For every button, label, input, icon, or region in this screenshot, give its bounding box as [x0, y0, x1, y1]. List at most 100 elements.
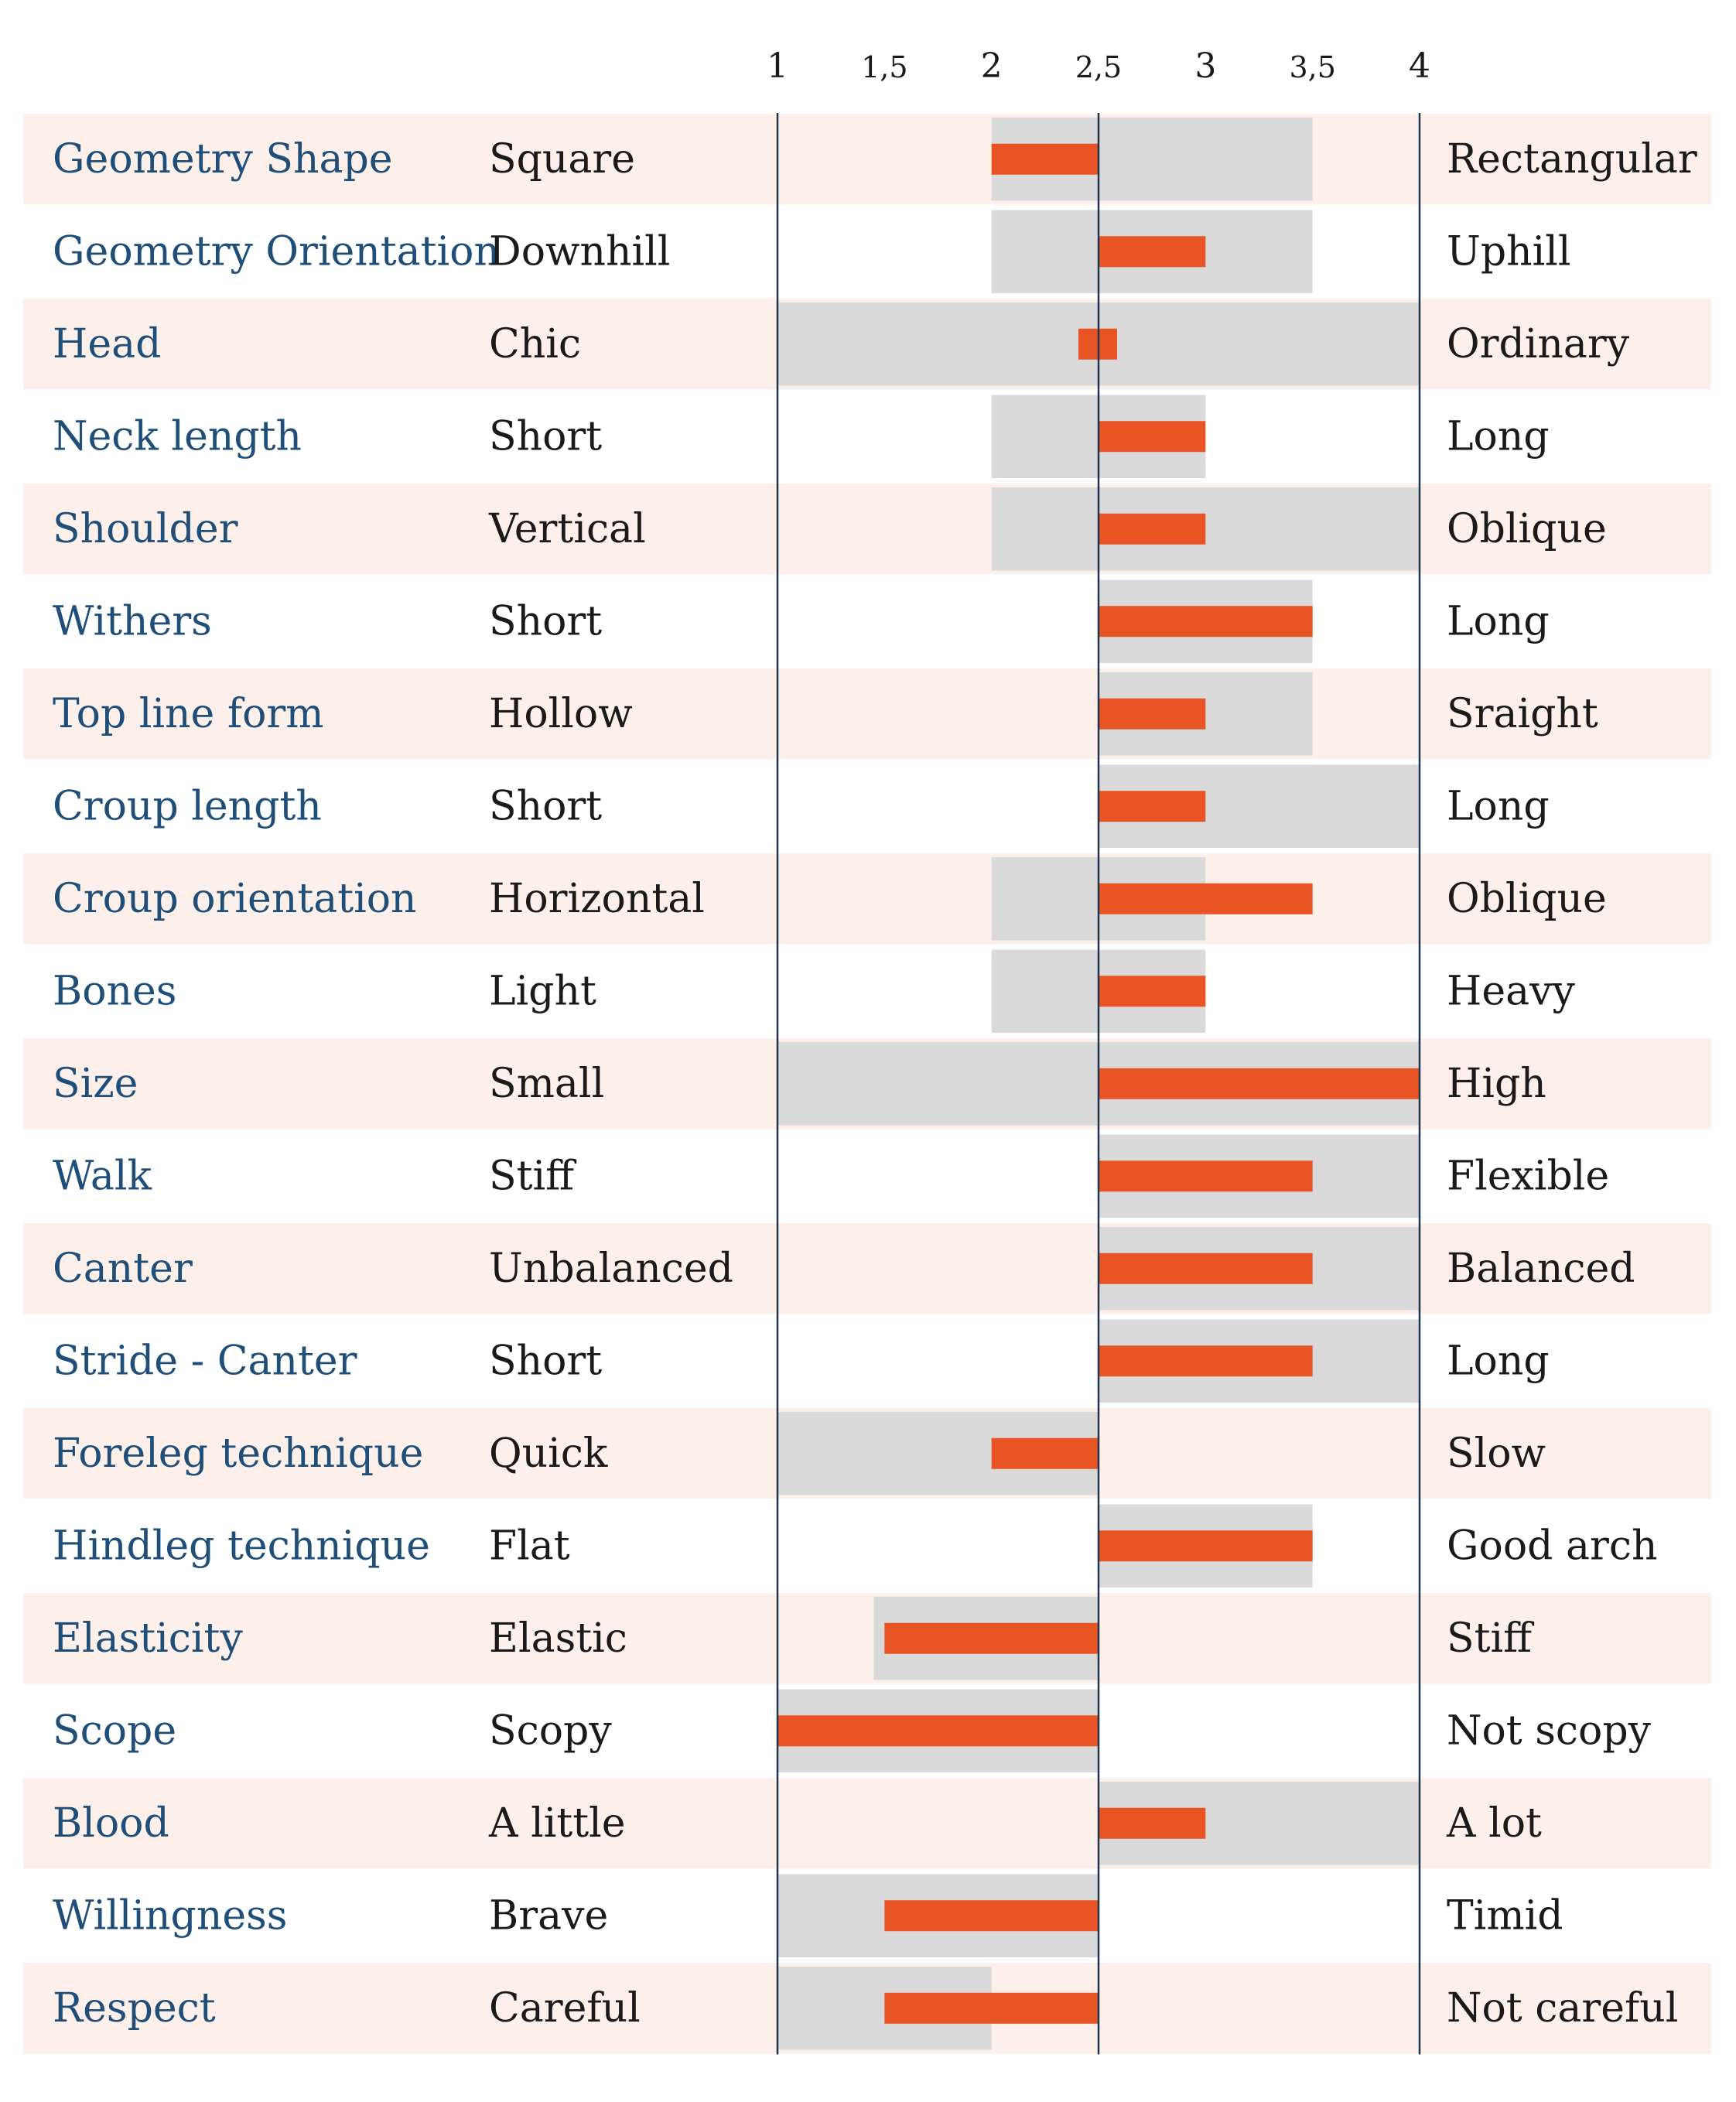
low-pole-label: Horizontal — [489, 876, 705, 922]
value-bar — [1099, 791, 1206, 822]
trait-label: Shoulder — [53, 506, 238, 552]
low-pole-label: Unbalanced — [489, 1246, 733, 1292]
low-pole-label: Vertical — [488, 506, 646, 552]
row-labels: Geometry Shape Square Rectangular Geometry … — [53, 136, 1697, 2032]
tick-label: 1 — [767, 46, 788, 86]
high-pole-label: Long — [1447, 783, 1550, 829]
high-pole-label: Oblique — [1447, 506, 1607, 552]
trait-label: Hindleg technique — [53, 1523, 430, 1569]
low-pole-label: Stiff — [489, 1153, 577, 1199]
trait-label: Withers — [53, 598, 212, 644]
high-pole-label: Oblique — [1447, 876, 1607, 922]
high-pole-label: Long — [1447, 598, 1550, 644]
high-pole-label: Long — [1447, 1338, 1550, 1384]
trait-label: Neck length — [53, 413, 302, 460]
value-bar — [1099, 513, 1206, 545]
row-shade — [23, 1223, 1711, 1314]
low-pole-label: Chic — [489, 321, 581, 367]
low-pole-label: Scopy — [489, 1707, 612, 1754]
high-pole-label: Slow — [1447, 1430, 1546, 1477]
value-bar — [1099, 1807, 1206, 1839]
tick-label: 1,5 — [861, 50, 907, 84]
low-pole-label: Hollow — [489, 691, 633, 737]
trait-label: Stride - Canter — [53, 1338, 357, 1384]
value-bar — [1099, 606, 1313, 637]
value-bar — [884, 1900, 1099, 1932]
trait-label: Bones — [53, 968, 176, 1014]
trait-label: Geometry Shape — [53, 136, 393, 183]
low-pole-label: Light — [489, 968, 596, 1014]
row-shade — [23, 484, 1711, 575]
value-bar — [1099, 1160, 1313, 1192]
value-bar — [884, 1992, 1099, 2024]
low-pole-label: Short — [489, 783, 602, 829]
value-bars — [777, 143, 1420, 2024]
low-pole-label: Brave — [489, 1892, 608, 1939]
value-bar — [991, 1437, 1099, 1469]
high-pole-label: Uphill — [1447, 228, 1571, 275]
high-pole-label: Stiff — [1447, 1615, 1535, 1662]
row-shade — [23, 853, 1711, 945]
high-pole-label: Heavy — [1447, 968, 1576, 1014]
high-pole-label: Flexible — [1447, 1153, 1609, 1199]
trait-label: Top line form — [53, 691, 324, 737]
low-pole-label: Short — [489, 1338, 602, 1384]
high-pole-label: Long — [1447, 413, 1550, 460]
low-pole-label: Flat — [489, 1523, 570, 1569]
high-pole-label: Good arch — [1447, 1523, 1657, 1569]
high-pole-label: High — [1447, 1061, 1546, 1107]
value-bar — [991, 143, 1099, 175]
trait-label: Scope — [53, 1707, 176, 1754]
row-shade — [23, 114, 1711, 205]
low-pole-label: Elastic — [489, 1615, 627, 1662]
low-pole-label: Careful — [489, 1985, 641, 2032]
trait-label: Walk — [53, 1153, 152, 1199]
value-bar — [1099, 1345, 1313, 1377]
tick-label: 4 — [1409, 46, 1430, 86]
value-bar — [1099, 1253, 1313, 1284]
high-pole-label: Rectangular — [1447, 136, 1697, 183]
trait-label: Geometry Orientation — [53, 228, 500, 275]
row-shade — [23, 668, 1711, 760]
value-bar — [1099, 236, 1206, 268]
value-bar — [1099, 883, 1313, 914]
value-bar — [1099, 421, 1206, 453]
tick-label: 3,5 — [1289, 50, 1335, 84]
row-shade — [23, 1778, 1711, 1869]
low-pole-label: Square — [489, 136, 635, 183]
high-pole-label: Not careful — [1447, 1985, 1678, 2032]
high-pole-label: Balanced — [1447, 1246, 1635, 1292]
low-pole-label: A little — [488, 1800, 626, 1847]
tick-label: 3 — [1194, 46, 1216, 86]
trait-label: Canter — [53, 1246, 193, 1292]
low-pole-label: Quick — [489, 1430, 608, 1477]
trait-label: Blood — [53, 1800, 169, 1847]
low-pole-label: Downhill — [489, 228, 670, 275]
low-pole-label: Short — [489, 598, 602, 644]
tick-labels: 1 1,5 2 2,5 3 3,5 4 — [767, 46, 1430, 86]
tick-label: 2,5 — [1075, 50, 1122, 84]
trait-label: Croup length — [53, 783, 322, 829]
trait-label: Head — [53, 321, 161, 367]
value-bar — [1099, 976, 1206, 1007]
axis-lines — [776, 113, 1421, 2055]
high-pole-label: A lot — [1446, 1800, 1542, 1847]
tick-label: 2 — [981, 46, 1003, 86]
trait-label: Size — [53, 1061, 138, 1107]
high-pole-label: Sraight — [1447, 691, 1598, 737]
high-pole-label: Not scopy — [1447, 1707, 1652, 1754]
value-bar — [884, 1622, 1099, 1654]
trait-label: Elasticity — [53, 1615, 243, 1662]
row-shade — [23, 1593, 1711, 1684]
high-pole-label: Ordinary — [1447, 321, 1630, 367]
low-pole-label: Short — [489, 413, 602, 460]
value-bar — [777, 1715, 1099, 1747]
value-bar — [1099, 1068, 1420, 1099]
trait-label: Foreleg technique — [53, 1430, 423, 1477]
high-pole-label: Timid — [1447, 1892, 1563, 1939]
value-bar — [1099, 698, 1206, 730]
value-bar — [1099, 1530, 1313, 1562]
low-pole-label: Small — [489, 1061, 604, 1107]
trait-label: Willingness — [53, 1892, 287, 1939]
